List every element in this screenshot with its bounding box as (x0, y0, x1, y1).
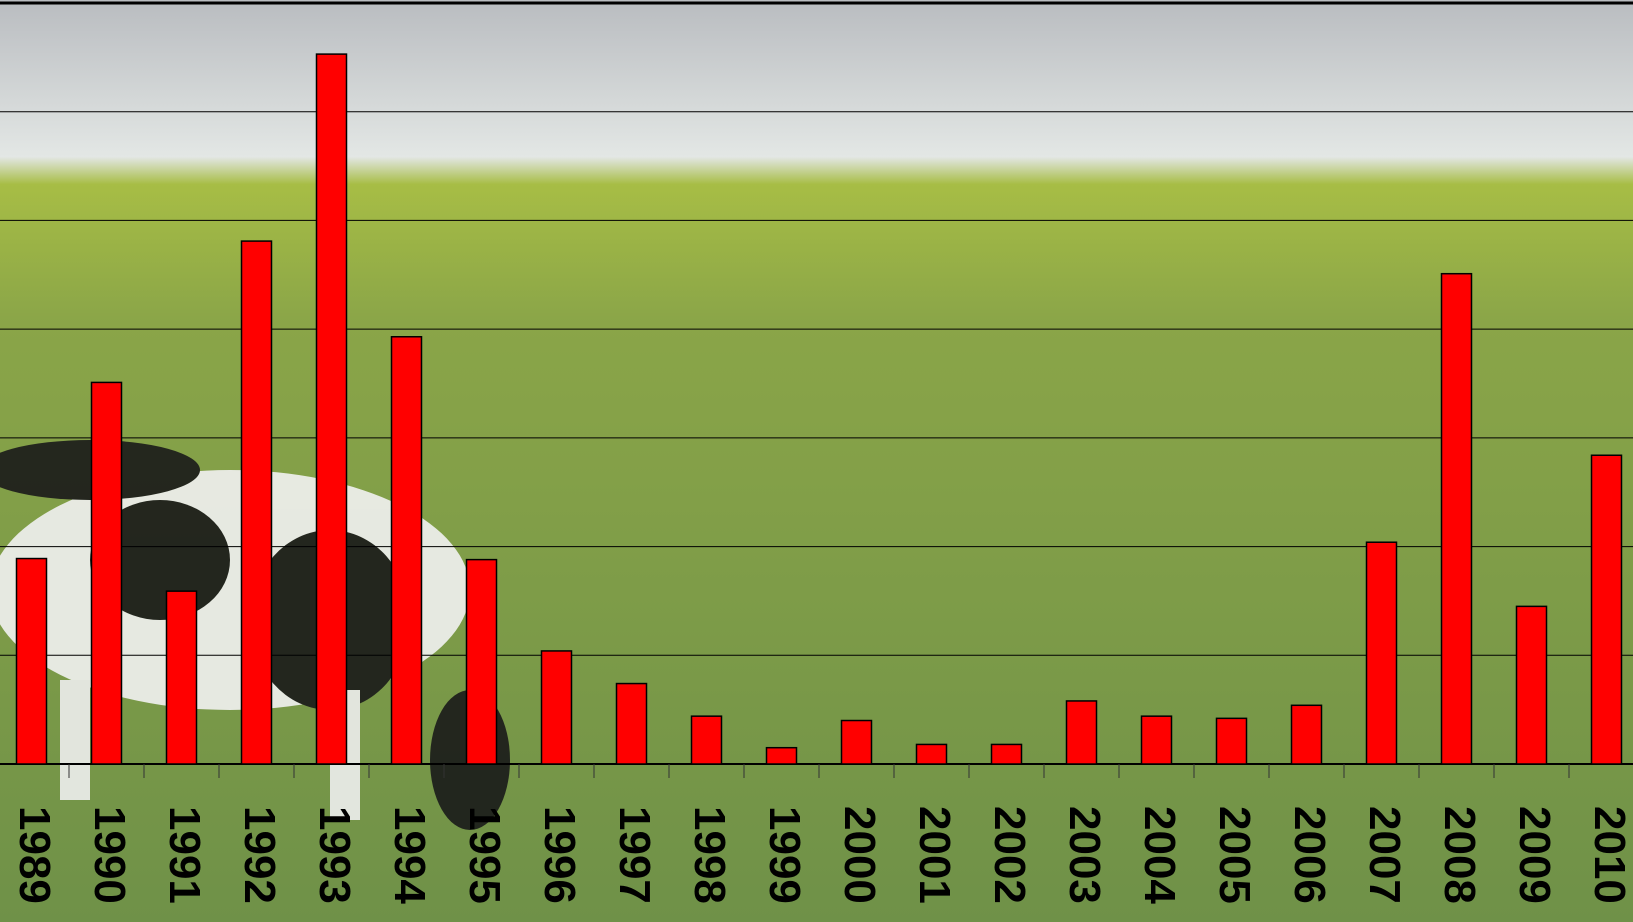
x-tick-label: 2001 (910, 806, 959, 904)
bar (1367, 542, 1397, 764)
x-tick-label: 2006 (1285, 806, 1334, 904)
x-tick-label: 2004 (1135, 806, 1184, 904)
x-tick-label: 1993 (310, 806, 359, 904)
x-tick-label: 2000 (835, 806, 884, 904)
x-tick-label: 1992 (235, 806, 284, 904)
bar (992, 744, 1022, 764)
x-tick-label: 2005 (1210, 806, 1259, 904)
x-tick-label: 1999 (760, 806, 809, 904)
page: 1989 1990 1991 1992 1993 1994 1995 1996 1997 1998… (0, 0, 1633, 922)
bar (1217, 718, 1247, 764)
x-tick-label: 1990 (85, 806, 134, 904)
bar (542, 651, 572, 764)
bar (392, 337, 422, 764)
bar (17, 559, 47, 764)
x-tick-label: 1989 (10, 806, 59, 904)
bar (1442, 274, 1472, 764)
bar (92, 382, 122, 764)
bar (1592, 455, 1622, 764)
x-tick-label: 1994 (385, 806, 434, 904)
x-tick-label: 2009 (1510, 806, 1559, 904)
x-tick-label: 2008 (1435, 806, 1484, 904)
x-tick-label: 2007 (1360, 806, 1409, 904)
bar (842, 721, 872, 764)
chart: 1989 1990 1991 1992 1993 1994 1995 1996 1997 1998… (0, 0, 1633, 922)
bar (1067, 701, 1097, 764)
x-tick-label: 1995 (460, 806, 509, 904)
x-tick-label: 2010 (1585, 806, 1633, 904)
x-tick-label: 2003 (1060, 806, 1109, 904)
x-tick-label: 1991 (160, 806, 209, 904)
x-tick-label: 1998 (685, 806, 734, 904)
bar (167, 591, 197, 764)
bar (1142, 716, 1172, 764)
bar (317, 54, 347, 764)
bar (767, 748, 797, 764)
x-tick-label: 1996 (535, 806, 584, 904)
bar (617, 684, 647, 764)
bar (242, 241, 272, 764)
bar (917, 744, 947, 764)
x-tick-label: 2002 (985, 806, 1034, 904)
bar (692, 716, 722, 764)
x-tick-label: 1997 (610, 806, 659, 904)
bar (1517, 606, 1547, 764)
bar (1292, 705, 1322, 764)
bar (467, 560, 497, 764)
